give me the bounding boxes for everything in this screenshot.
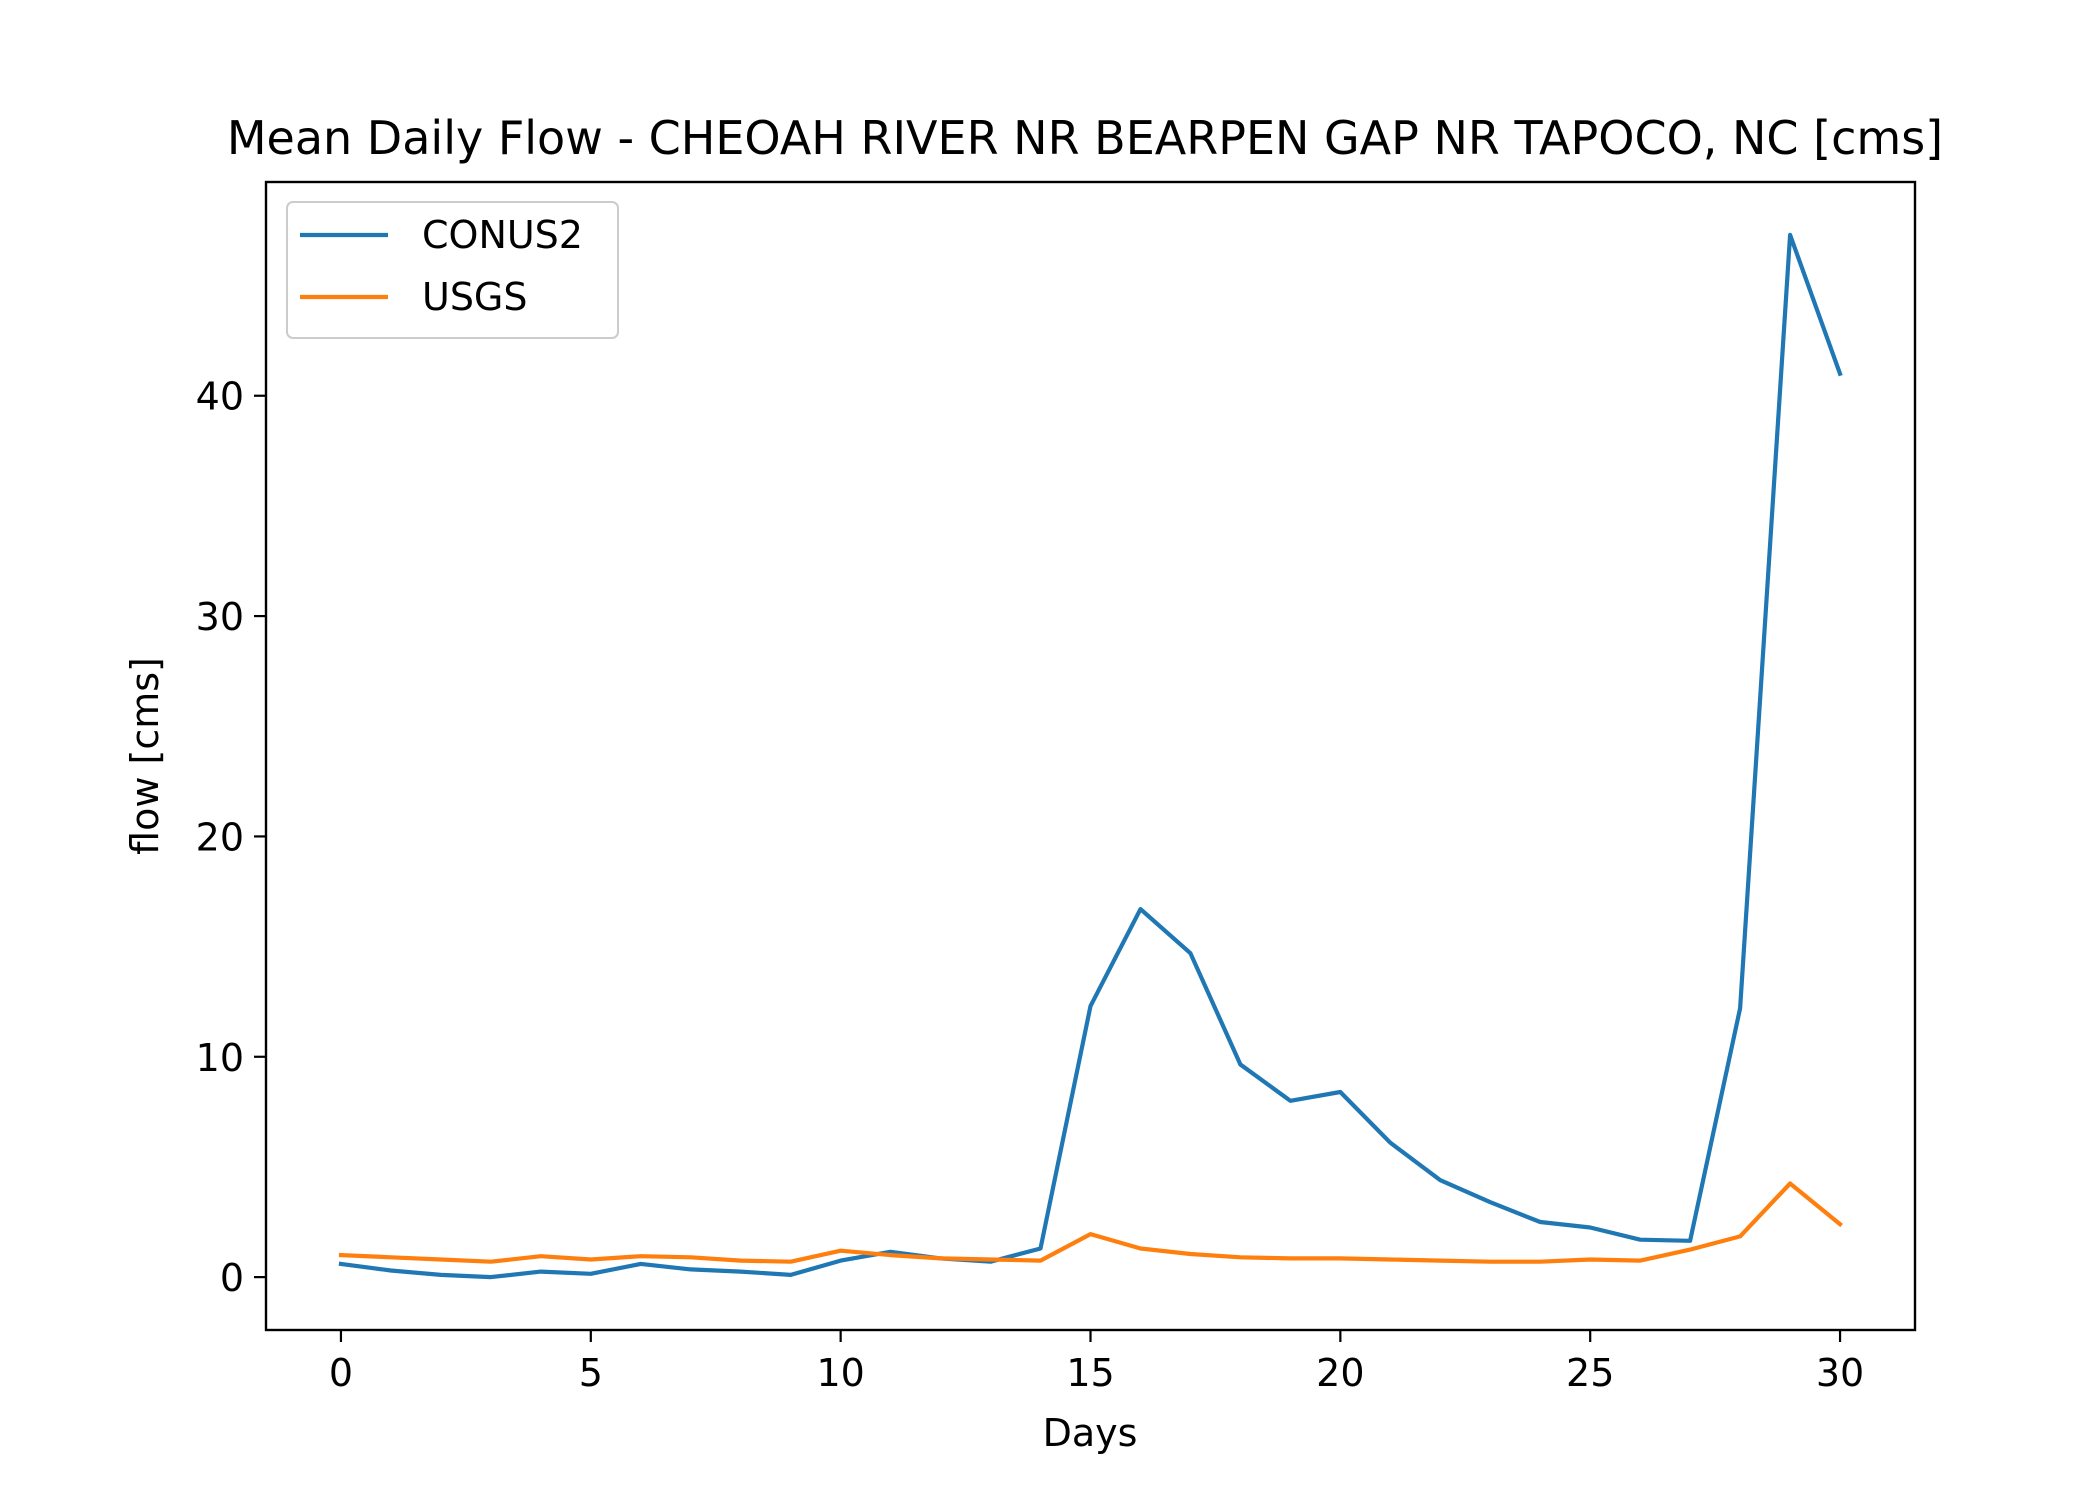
x-tick-label: 15 (1066, 1351, 1114, 1395)
y-tick-label: 0 (220, 1256, 244, 1300)
series-line-usgs (338, 1181, 1843, 1264)
legend-label-usgs: USGS (422, 275, 528, 319)
y-tick-label: 30 (196, 595, 244, 639)
y-tick-label: 10 (196, 1036, 244, 1080)
legend-label-conus2: CONUS2 (422, 213, 583, 257)
x-axis-label: Days (1043, 1411, 1138, 1455)
x-tick-label: 5 (579, 1351, 603, 1395)
y-axis-label: flow [cms] (123, 657, 167, 855)
y-tick-label: 20 (196, 815, 244, 859)
x-tick-label: 30 (1816, 1351, 1864, 1395)
x-tick-label: 0 (329, 1351, 353, 1395)
x-tick-label: 25 (1566, 1351, 1614, 1395)
chart-title: Mean Daily Flow - CHEOAH RIVER NR BEARPE… (227, 111, 1943, 165)
x-axis: 0 5 10 15 20 25 30 (329, 1330, 1864, 1395)
y-axis: 0 10 20 30 40 (196, 375, 266, 1300)
x-tick-label: 10 (816, 1351, 864, 1395)
x-tick-label: 20 (1316, 1351, 1364, 1395)
y-tick-label: 40 (196, 375, 244, 419)
plot-lines (338, 232, 1843, 1280)
legend: CONUS2 USGS (286, 201, 619, 339)
series-line-conus2 (338, 232, 1843, 1280)
